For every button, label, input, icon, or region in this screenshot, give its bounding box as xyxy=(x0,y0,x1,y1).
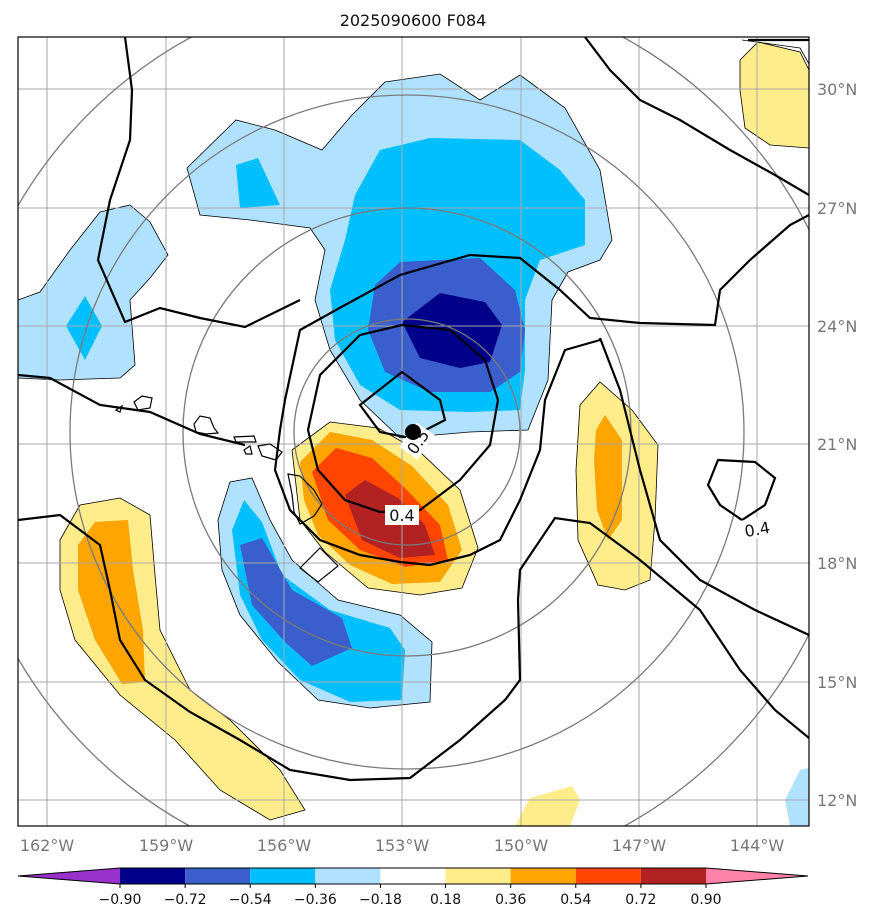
pos-mid-east xyxy=(594,415,622,540)
colorbar-tick-label: 0.36 xyxy=(495,892,526,908)
contour-south-loop xyxy=(18,513,809,782)
colorbar-segment xyxy=(250,868,316,884)
colorbar-tick-label: 0.72 xyxy=(625,892,656,908)
neg-strong-south xyxy=(240,538,352,666)
colorbar-segment xyxy=(445,868,511,884)
lat-label: 30°N xyxy=(817,80,857,99)
lon-axis: 162°W 159°W 156°W 153°W 150°W 147°W 144°… xyxy=(20,836,785,855)
pos-light-south xyxy=(515,786,580,826)
contour-west xyxy=(18,373,246,447)
map-title: 2025090600 F084 xyxy=(340,11,487,30)
colorbar-segment xyxy=(575,868,641,884)
contour-east-small xyxy=(706,458,777,522)
lat-label: 27°N xyxy=(817,199,857,218)
lon-label: 150°W xyxy=(494,836,549,855)
contour-label-04-east: 0.4 xyxy=(743,518,771,541)
map-frame xyxy=(17,36,810,827)
lon-label: 159°W xyxy=(139,836,194,855)
contour-east-long xyxy=(598,337,809,636)
lat-label: 18°N xyxy=(817,554,857,573)
lat-axis: 30°N 27°N 24°N 21°N 18°N 15°N 12°N xyxy=(817,80,857,810)
lat-label: 15°N xyxy=(817,673,857,692)
colorbar-extend-high xyxy=(706,868,808,884)
contour-north-east xyxy=(584,37,809,196)
island-big xyxy=(287,473,323,525)
contour-outer-east xyxy=(273,214,809,567)
colorbar-tick-label: −0.54 xyxy=(229,892,272,908)
colorbar-segment xyxy=(380,868,446,884)
lat-label: 24°N xyxy=(817,317,857,336)
neg-light-se xyxy=(785,768,809,826)
lat-label: 12°N xyxy=(817,791,857,810)
colorbar-tick-label: −0.72 xyxy=(164,892,207,908)
storm-center-dot xyxy=(405,424,421,440)
colorbar-tick-label: 0.18 xyxy=(430,892,461,908)
contour-lines xyxy=(18,37,809,782)
colorbar-tick-label: −0.36 xyxy=(294,892,337,908)
colorbar-tick-label: 0.90 xyxy=(690,892,721,908)
colorbar-segment xyxy=(315,868,381,884)
island-kauai xyxy=(133,395,153,411)
shading-outlines xyxy=(18,39,809,821)
colorbar-tick-label: 0.54 xyxy=(560,892,591,908)
lon-label: 147°W xyxy=(612,836,667,855)
neg-mid-west xyxy=(66,296,102,360)
island-molokai xyxy=(233,435,257,443)
colorbar: −0.90 −0.72 −0.54 −0.36 −0.18 0.18 0.36 0.54 0.7… xyxy=(17,867,809,908)
neg-light-west xyxy=(18,205,168,380)
contour-north-west xyxy=(96,37,301,329)
colorbar-segment xyxy=(185,868,251,884)
colorbar-segment xyxy=(640,868,706,884)
lon-label: 156°W xyxy=(257,836,312,855)
lon-label: 153°W xyxy=(375,836,430,855)
contour-label-04-center: 0.4 xyxy=(389,506,414,525)
island-maui xyxy=(257,443,283,461)
colorbar-segment xyxy=(120,868,186,884)
map-area: 0.5 0.4 0.4 xyxy=(18,37,809,826)
colorbar-extend-low xyxy=(18,868,120,884)
island-lanai xyxy=(243,445,253,455)
colorbar-tick-label: −0.90 xyxy=(99,892,142,908)
neg-mid-west-blob xyxy=(236,158,280,208)
colorbar-tick-label: −0.18 xyxy=(359,892,402,908)
lon-label: 162°W xyxy=(20,836,75,855)
colorbar-segment xyxy=(510,868,576,884)
lon-label: 144°W xyxy=(730,836,785,855)
lat-label: 21°N xyxy=(817,435,857,454)
